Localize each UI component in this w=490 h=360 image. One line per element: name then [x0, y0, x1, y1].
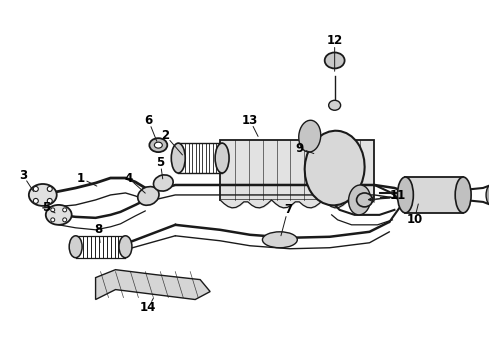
- Text: 7: 7: [284, 203, 292, 216]
- Ellipse shape: [263, 232, 297, 248]
- Ellipse shape: [149, 138, 167, 152]
- Ellipse shape: [153, 175, 173, 191]
- Bar: [220, 140, 374, 200]
- Ellipse shape: [299, 120, 321, 152]
- Ellipse shape: [33, 198, 38, 203]
- Text: 10: 10: [406, 213, 422, 226]
- Ellipse shape: [172, 143, 185, 173]
- Ellipse shape: [51, 218, 55, 222]
- Text: 5: 5: [156, 156, 165, 168]
- Ellipse shape: [29, 184, 57, 206]
- Text: 14: 14: [140, 301, 157, 314]
- Ellipse shape: [486, 185, 490, 205]
- Text: 6: 6: [144, 114, 152, 127]
- Ellipse shape: [69, 236, 82, 258]
- Ellipse shape: [119, 236, 132, 258]
- Ellipse shape: [325, 53, 344, 68]
- Ellipse shape: [329, 100, 341, 110]
- Text: 2: 2: [161, 129, 170, 142]
- Ellipse shape: [46, 205, 72, 225]
- Text: 12: 12: [326, 34, 343, 47]
- Bar: [405, 177, 463, 213]
- Text: 5: 5: [42, 201, 50, 215]
- Ellipse shape: [138, 186, 159, 205]
- Text: 1: 1: [76, 171, 85, 185]
- Text: 8: 8: [95, 223, 103, 236]
- Ellipse shape: [33, 186, 38, 192]
- Ellipse shape: [357, 193, 372, 207]
- Ellipse shape: [63, 208, 67, 212]
- Ellipse shape: [348, 185, 370, 215]
- Ellipse shape: [51, 208, 55, 212]
- Text: 13: 13: [242, 114, 258, 127]
- Ellipse shape: [397, 177, 414, 213]
- Ellipse shape: [305, 131, 365, 205]
- Ellipse shape: [47, 186, 52, 192]
- Polygon shape: [96, 270, 210, 300]
- Ellipse shape: [215, 143, 229, 173]
- Text: 4: 4: [124, 171, 133, 185]
- Ellipse shape: [47, 198, 52, 203]
- Ellipse shape: [154, 142, 162, 148]
- Text: 11: 11: [389, 189, 406, 202]
- Ellipse shape: [455, 177, 471, 213]
- Text: 3: 3: [19, 168, 27, 181]
- Text: 9: 9: [295, 141, 304, 155]
- Ellipse shape: [63, 218, 67, 222]
